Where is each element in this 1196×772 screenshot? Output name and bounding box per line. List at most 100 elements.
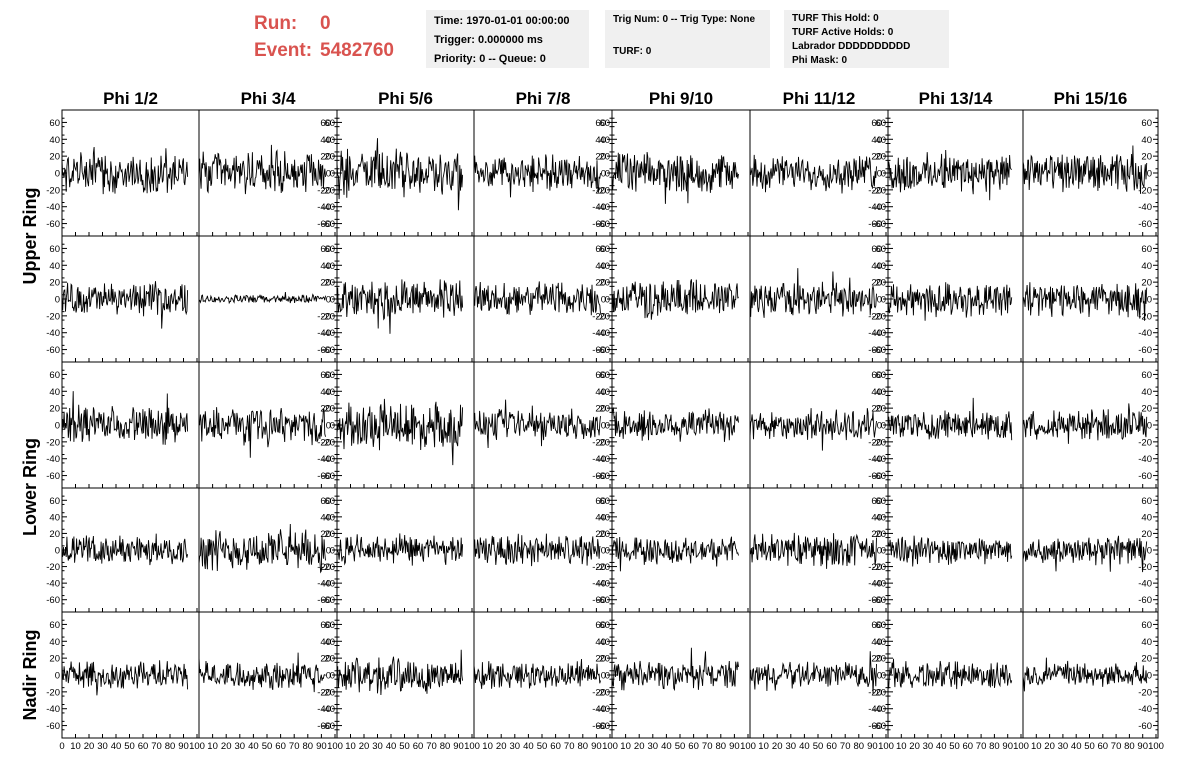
y-tick-label: -20 <box>596 687 610 698</box>
x-tick-label: 10 <box>620 741 631 752</box>
y-tick-label: -40 <box>321 454 335 465</box>
y-tick-label: 0 <box>877 671 882 682</box>
waveform-trace <box>336 533 464 566</box>
y-tick-label: 60 <box>599 118 610 129</box>
waveform-trace <box>473 533 601 567</box>
y-tick-label: 60 <box>599 370 610 381</box>
y-tick-label: -40 <box>868 704 882 715</box>
y-tick-label: 60 <box>49 244 60 255</box>
x-tick-label: 20 <box>359 741 370 752</box>
y-tick-label: 40 <box>595 637 606 648</box>
y-tick-label: 0 <box>881 295 886 306</box>
y-tick-label: -20 <box>592 185 606 196</box>
y-tick-label: 0 <box>326 421 331 432</box>
y-tick-label: -20 <box>872 437 886 448</box>
y-tick-label: -20 <box>868 185 882 196</box>
y-tick-label: 40 <box>875 135 886 146</box>
y-tick-label: 20 <box>324 278 335 289</box>
phi-mask-text: Phi Mask: 0 <box>792 55 848 66</box>
y-tick-label: 20 <box>1141 278 1152 289</box>
y-tick-label: -20 <box>321 562 335 573</box>
y-tick-label: -20 <box>317 185 331 196</box>
column-header: Phi 5/6 <box>378 89 433 108</box>
x-tick-label: 50 <box>1084 741 1095 752</box>
x-tick-label: 20 <box>772 741 783 752</box>
x-tick-label: 90 <box>178 741 189 752</box>
y-tick-label: -60 <box>872 471 886 482</box>
waveform-trace <box>473 658 601 689</box>
waveform-trace <box>1022 282 1148 321</box>
x-tick-label: 70 <box>564 741 575 752</box>
y-tick-label: 0 <box>881 169 886 180</box>
y-tick-label: -60 <box>596 345 610 356</box>
y-tick-label: 0 <box>1147 421 1152 432</box>
y-tick-label: 0 <box>330 169 335 180</box>
y-tick-label: 40 <box>599 637 610 648</box>
y-tick-label: 0 <box>605 546 610 557</box>
labrador-text: Labrador DDDDDDDDDD <box>792 41 911 52</box>
y-tick-label: -20 <box>592 437 606 448</box>
y-tick-label: 20 <box>49 529 60 540</box>
x-tick-label: 10 <box>70 741 81 752</box>
waveform-trace <box>198 652 326 693</box>
y-tick-label: 60 <box>324 118 335 129</box>
y-tick-label: 20 <box>324 654 335 665</box>
y-tick-label: 20 <box>871 278 882 289</box>
y-tick-label: -60 <box>872 595 886 606</box>
y-tick-label: 20 <box>595 152 606 163</box>
y-tick-label: -20 <box>46 437 60 448</box>
y-tick-label: -20 <box>1138 562 1152 573</box>
waveform-trace <box>611 536 739 572</box>
y-tick-label: 40 <box>599 512 610 523</box>
y-tick-label: -40 <box>46 454 60 465</box>
y-tick-label: -40 <box>596 579 610 590</box>
y-tick-label: 20 <box>595 529 606 540</box>
y-tick-label: 60 <box>49 496 60 507</box>
x-tick-label: 70 <box>426 741 437 752</box>
y-tick-label: 20 <box>599 529 610 540</box>
y-tick-label: -40 <box>317 202 331 213</box>
y-tick-label: 0 <box>55 295 60 306</box>
y-tick-label: -60 <box>596 219 610 230</box>
y-tick-label: 40 <box>49 135 60 146</box>
x-tick-label: 10 <box>896 741 907 752</box>
x-tick-label: 10 <box>482 741 493 752</box>
y-tick-label: 0 <box>601 169 606 180</box>
y-tick-label: 20 <box>875 529 886 540</box>
waveform-trace <box>198 144 326 195</box>
waveform-trace <box>61 146 189 195</box>
y-tick-label: -40 <box>596 704 610 715</box>
y-tick-label: 60 <box>875 496 886 507</box>
y-tick-label: -40 <box>592 328 606 339</box>
x-tick-label: 20 <box>634 741 645 752</box>
y-tick-label: 40 <box>875 261 886 272</box>
x-tick-label: 50 <box>813 741 824 752</box>
y-tick-label: -40 <box>868 579 882 590</box>
y-tick-label: -60 <box>46 721 60 732</box>
y-tick-label: -60 <box>596 471 610 482</box>
y-tick-label: 60 <box>320 496 331 507</box>
y-tick-label: 20 <box>599 278 610 289</box>
y-tick-label: 0 <box>601 546 606 557</box>
y-tick-label: -60 <box>868 345 882 356</box>
turf-this-hold-text: TURF This Hold: 0 <box>792 13 879 24</box>
y-tick-label: 0 <box>326 671 331 682</box>
x-tick-label: 30 <box>648 741 659 752</box>
column-header: Phi 15/16 <box>1054 89 1128 108</box>
y-tick-label: -60 <box>321 471 335 482</box>
waveform-trace <box>887 658 1013 690</box>
y-tick-label: 40 <box>599 135 610 146</box>
x-tick-label: 80 <box>578 741 589 752</box>
waveform-trace <box>61 533 189 566</box>
column-header: Phi 3/4 <box>241 89 296 108</box>
y-tick-label: -60 <box>596 721 610 732</box>
waveform-trace <box>473 399 601 449</box>
x-tick-label: 40 <box>523 741 534 752</box>
y-tick-label: 40 <box>595 387 606 398</box>
y-tick-label: 60 <box>595 118 606 129</box>
waveform-trace <box>1022 535 1148 573</box>
waveform-trace <box>611 647 739 692</box>
y-tick-label: 20 <box>595 654 606 665</box>
y-tick-label: -60 <box>317 219 331 230</box>
y-tick-label: 20 <box>599 404 610 415</box>
